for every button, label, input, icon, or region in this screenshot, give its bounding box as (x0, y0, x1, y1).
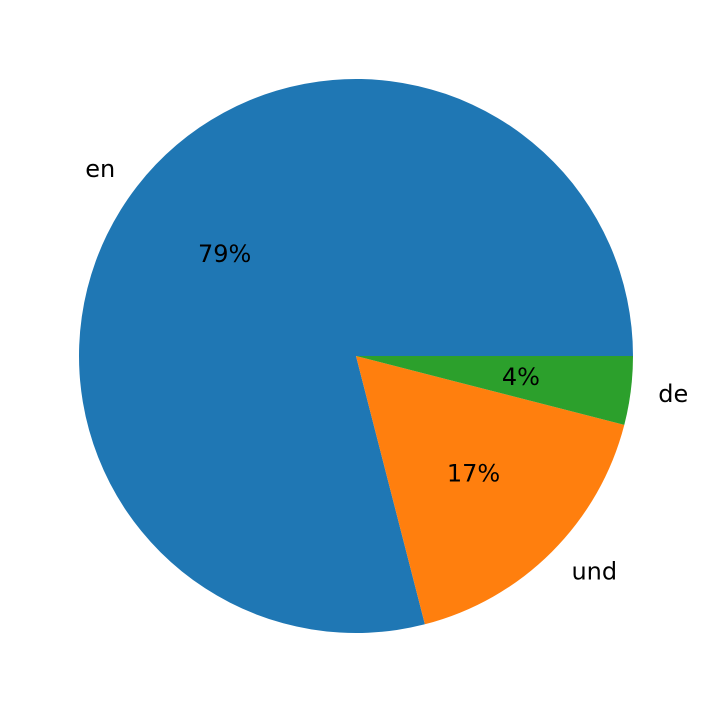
pie-slice-und (356, 356, 625, 625)
slice-label-und: und (571, 557, 617, 585)
pie-slice-de (356, 356, 633, 425)
slice-label-de: de (658, 380, 688, 408)
percent-label-de: 4% (502, 363, 540, 391)
percent-label-und: 17% (447, 460, 500, 488)
slice-label-en: en (85, 155, 115, 183)
pie-slice-en (78, 79, 633, 634)
percent-label-en: 79% (198, 240, 251, 268)
